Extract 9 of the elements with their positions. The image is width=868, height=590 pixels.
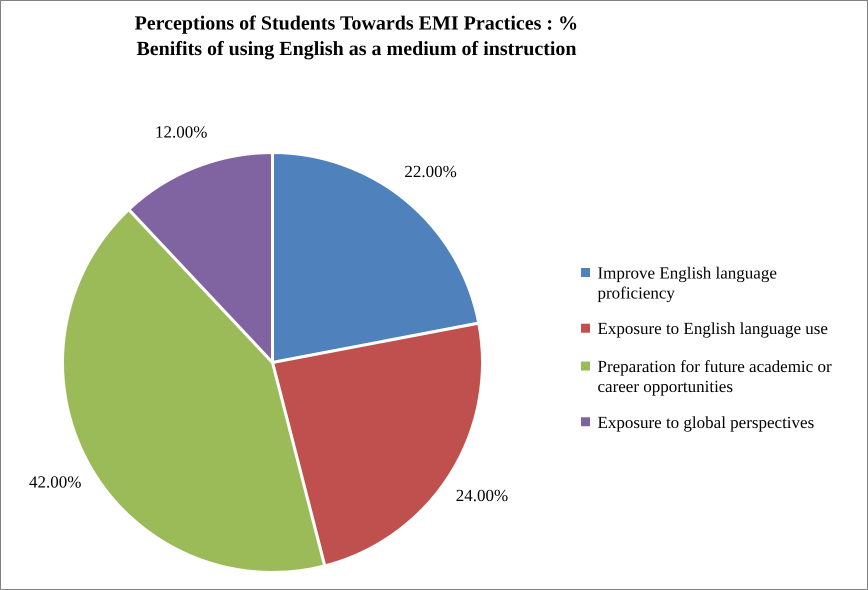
data-label: 22.00%: [404, 162, 457, 181]
legend-label: Exposure to English language use: [598, 319, 828, 338]
legend-label: Preparation for future academic or career opportunities: [598, 357, 832, 396]
chart-title: Perceptions of Students Towards EMI Practices : % Benifits of using English as a medium of instruction: [134, 12, 578, 60]
data-label: 42.00%: [28, 472, 82, 492]
legend-label: Improve English language proficiency: [598, 264, 777, 302]
legend-label: Exposure to global perspectives: [598, 412, 814, 432]
data-label: 24.00%: [456, 486, 508, 505]
data-label: 12.00%: [155, 122, 208, 142]
